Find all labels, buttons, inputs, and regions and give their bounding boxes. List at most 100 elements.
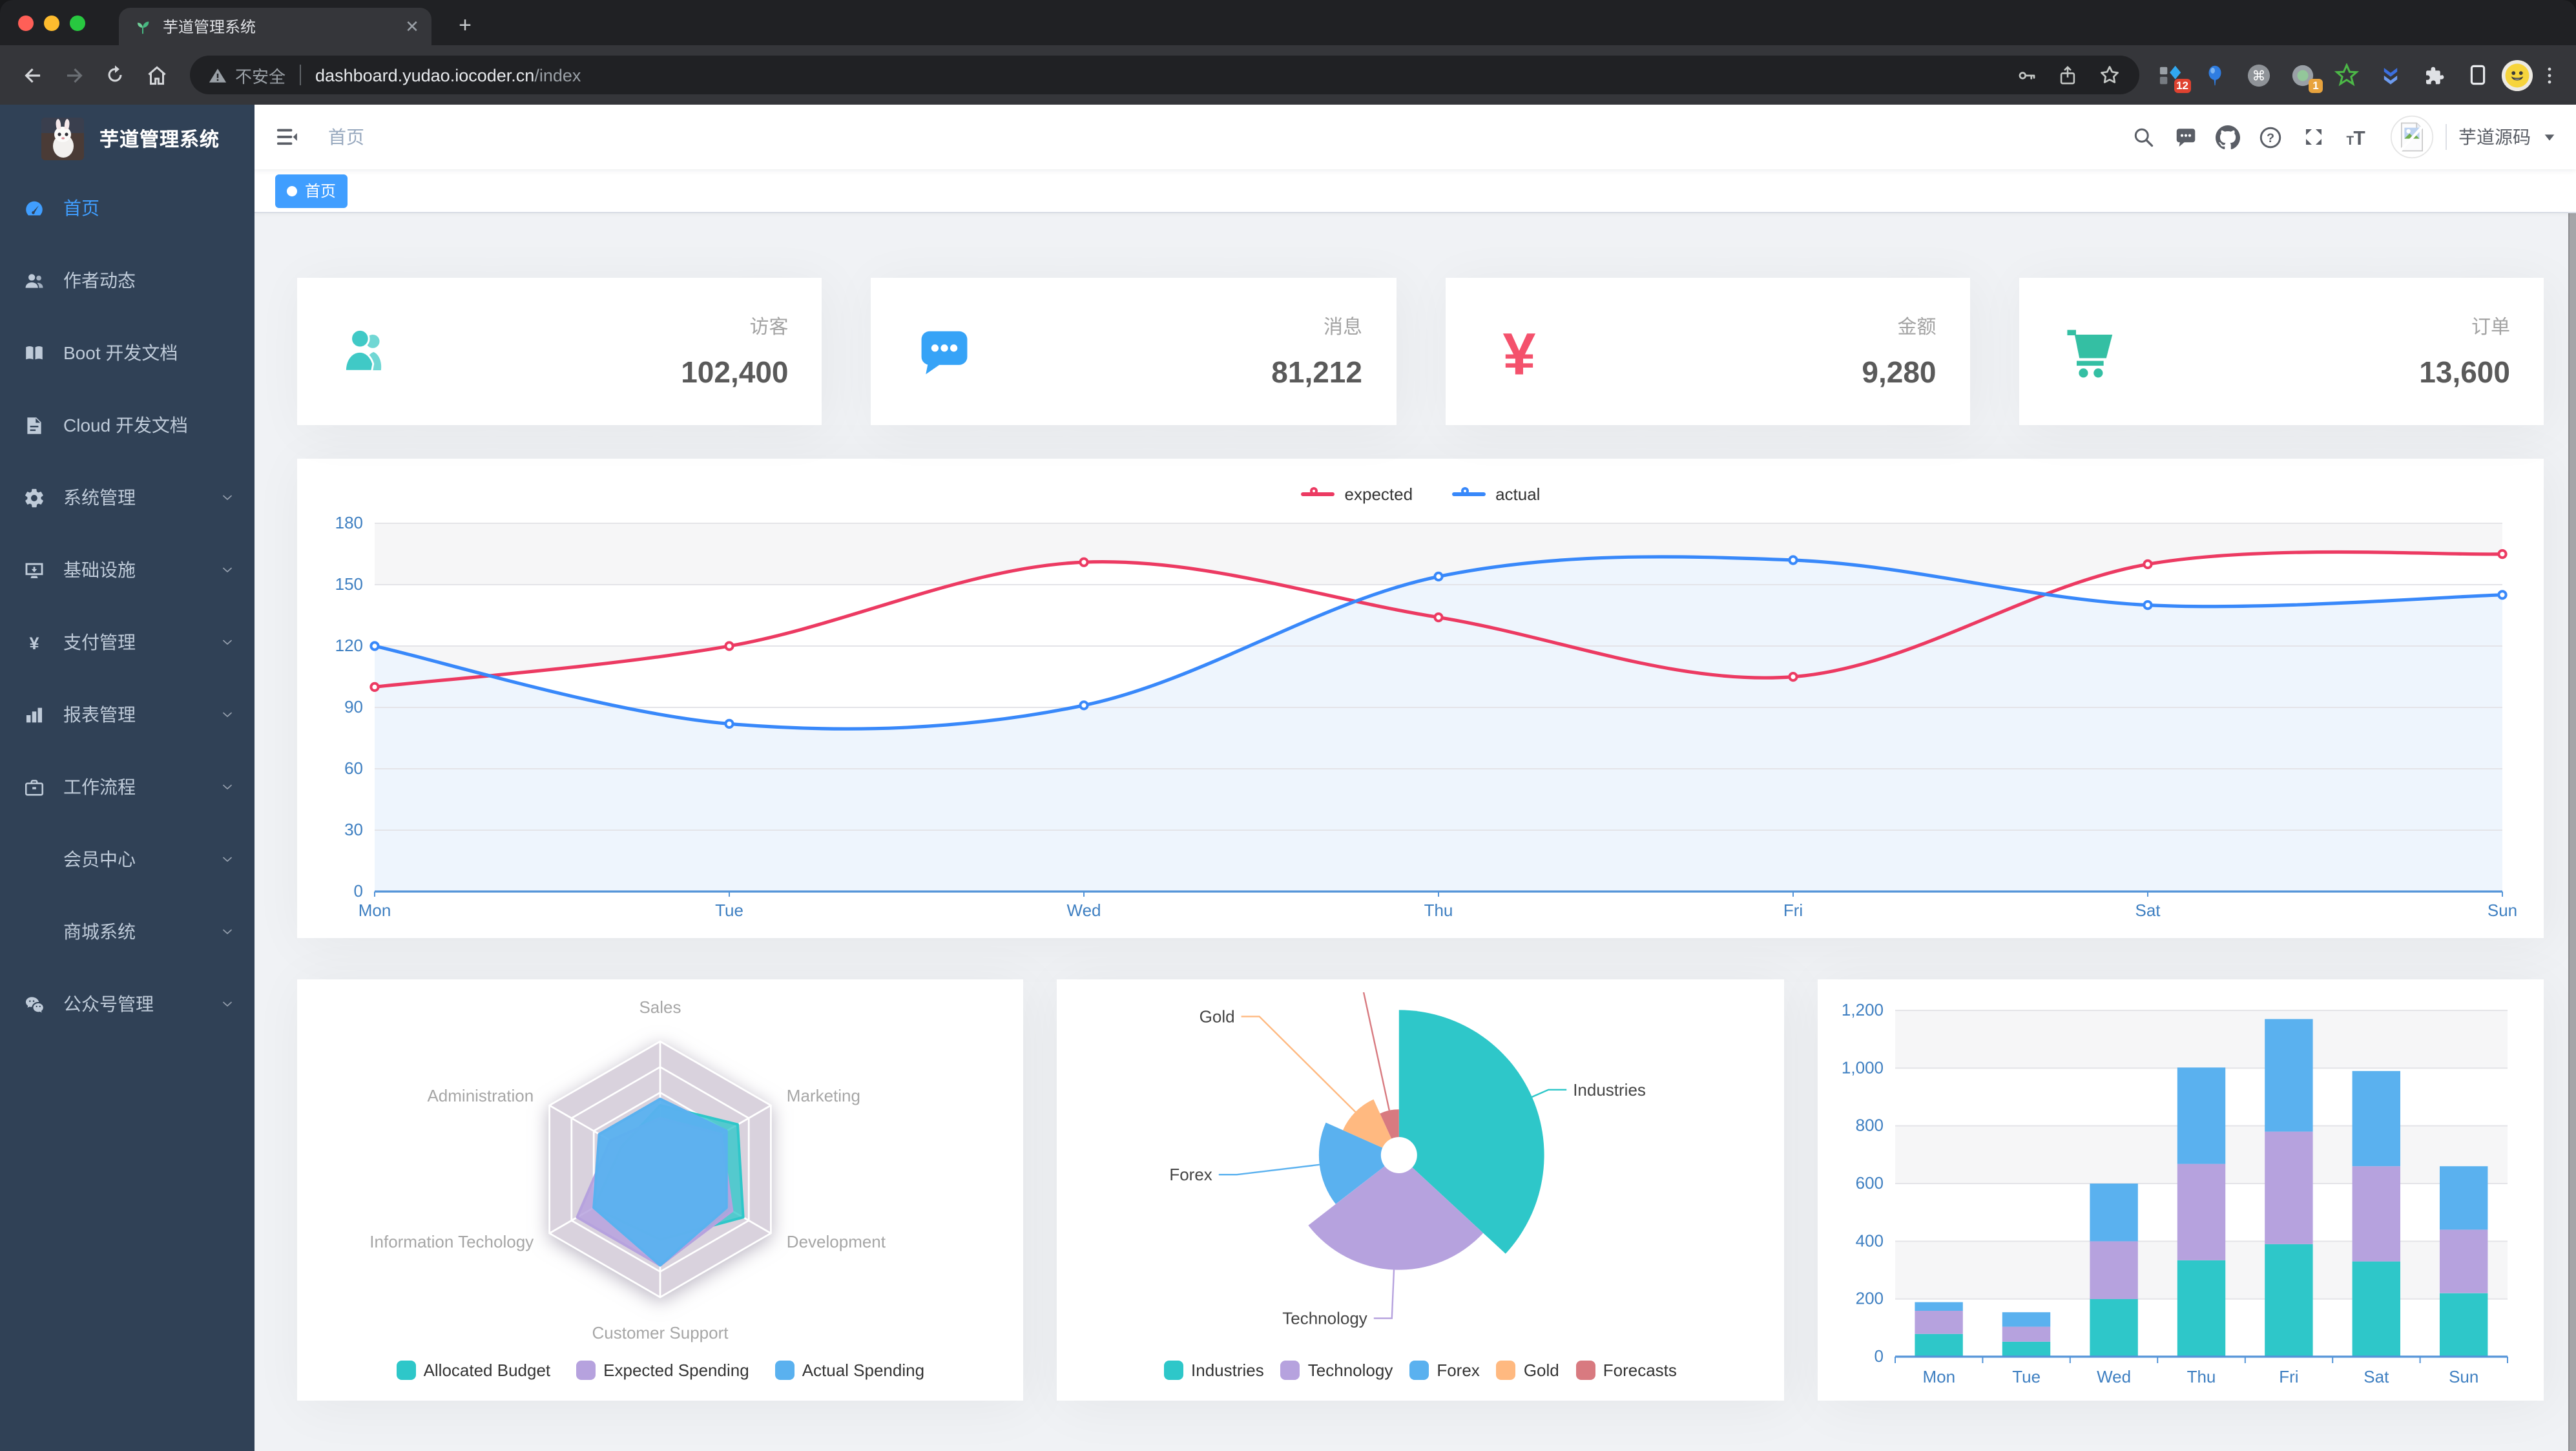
budget-radar-chart: Sales Marketing Development Customer Suppor… <box>313 992 1008 1346</box>
message-icon[interactable] <box>2164 111 2207 163</box>
bookmark-star-icon[interactable] <box>2098 63 2121 87</box>
sidebar-item-4[interactable]: 系统管理 <box>0 461 254 534</box>
close-window-button[interactable] <box>18 15 34 30</box>
svg-text:400: 400 <box>1855 1231 1883 1250</box>
sidebar-item-label: Boot 开发文档 <box>63 342 178 363</box>
zoom-window-button[interactable] <box>70 15 85 30</box>
stat-card-2[interactable]: ¥ 金额 9,280 <box>1445 278 1970 425</box>
address-bar[interactable]: 不安全 dashboard.yudao.iocoder.cn /index <box>190 56 2139 94</box>
share-icon[interactable] <box>2057 64 2079 86</box>
stat-card-0[interactable]: 访客 102,400 <box>297 278 822 425</box>
sidebar-item-8[interactable]: 工作流程 <box>0 751 254 823</box>
sidebar-item-2[interactable]: Boot 开发文档 <box>0 317 254 389</box>
forward-icon[interactable] <box>56 57 92 93</box>
svg-text:⌘: ⌘ <box>2252 68 2265 83</box>
stat-card-3[interactable]: 订单 13,600 <box>2019 278 2544 425</box>
password-key-icon[interactable] <box>2015 64 2037 86</box>
svg-text:120: 120 <box>335 636 363 655</box>
browser-tab[interactable]: 芋道管理系统 ✕ <box>119 8 431 45</box>
page-scrollbar[interactable] <box>2568 105 2576 1451</box>
home-icon[interactable] <box>138 57 174 93</box>
no-icon <box>23 921 45 943</box>
svg-text:Sat: Sat <box>2135 901 2161 920</box>
command-extension-icon[interactable]: ⌘ <box>2245 62 2271 88</box>
legend-swatch <box>1575 1360 1595 1379</box>
sidebar-item-9[interactable]: 会员中心 <box>0 823 254 895</box>
tab-title: 芋道管理系统 <box>163 18 256 36</box>
profile-avatar[interactable] <box>2501 59 2533 91</box>
legend-item-expected[interactable]: expected <box>1300 484 1413 503</box>
new-tab-button[interactable]: + <box>459 13 472 37</box>
sidebar-item-11[interactable]: 公众号管理 <box>0 968 254 1040</box>
svg-text:Sun: Sun <box>2448 1367 2478 1386</box>
legend-item-actual[interactable]: actual <box>1451 484 1540 503</box>
tab-close-icon[interactable]: ✕ <box>405 16 419 36</box>
sidebar-item-5[interactable]: 基础设施 <box>0 534 254 606</box>
window-traffic-lights[interactable] <box>18 15 85 30</box>
chevrons-extension-icon[interactable] <box>2377 62 2403 88</box>
fullscreen-icon[interactable] <box>2292 111 2334 163</box>
star-extension-icon[interactable] <box>2333 62 2359 88</box>
url-host[interactable]: dashboard.yudao.iocoder.cn <box>315 65 535 85</box>
sidebar-item-3[interactable]: Cloud 开发文档 <box>0 389 254 461</box>
weekly-trend-line-chart: 0 30 60 90 120 150 180 Mon Tue Wed Thu Fri Sat Sun <box>318 510 2523 925</box>
sidebar-item-1[interactable]: 作者动态 <box>0 244 254 317</box>
legend-line-marker <box>1451 486 1486 496</box>
sidebar-item-7[interactable]: 报表管理 <box>0 678 254 751</box>
legend-item[interactable]: Expected Spending <box>576 1360 749 1379</box>
no-icon <box>23 848 45 870</box>
svg-text:180: 180 <box>335 513 363 532</box>
legend-swatch <box>1280 1360 1300 1379</box>
github-icon[interactable] <box>2207 111 2249 163</box>
legend-item[interactable]: Allocated Budget <box>396 1360 550 1379</box>
sidebar-item-label: 作者动态 <box>63 270 136 291</box>
extension-badge: 12 <box>2174 78 2191 93</box>
legend-item[interactable]: Technology <box>1280 1360 1393 1379</box>
legend-item[interactable]: Forecasts <box>1575 1360 1677 1379</box>
sidebar-item-label: 报表管理 <box>63 704 136 725</box>
dashboard-icon <box>23 197 45 219</box>
browser-menu-icon[interactable] <box>2536 62 2562 88</box>
legend-line-marker <box>1300 486 1335 496</box>
breadcrumb[interactable]: 首页 <box>328 127 364 147</box>
svg-text:Mon: Mon <box>1922 1367 1955 1386</box>
help-icon[interactable]: ? <box>2249 111 2292 163</box>
balloon-extension-icon[interactable] <box>2201 62 2227 88</box>
legend-label: Forecasts <box>1603 1360 1677 1379</box>
sidebar-item-0[interactable]: 首页 <box>0 172 254 244</box>
radar-chart-panel: Sales Marketing Development Customer Suppor… <box>297 979 1024 1401</box>
puzzle-extensions-icon[interactable] <box>2421 62 2447 88</box>
browser-tab-bar: 芋道管理系统 ✕ + <box>0 0 2576 45</box>
url-path[interactable]: /index <box>534 65 581 85</box>
svg-text:Thu: Thu <box>2186 1367 2216 1386</box>
legend-item[interactable]: Actual Spending <box>774 1360 924 1379</box>
tab-manager-extension-icon[interactable]: 12 <box>2157 62 2191 93</box>
svg-text:Information Techology: Information Techology <box>369 1232 534 1251</box>
hamburger-icon[interactable] <box>274 111 318 163</box>
sidebar-item-10[interactable]: 商城系统 <box>0 895 254 968</box>
legend-item[interactable]: Industries <box>1164 1360 1264 1379</box>
stat-card-value: 13,600 <box>2419 355 2510 389</box>
stat-card-label: 订单 <box>2471 317 2510 339</box>
svg-text:30: 30 <box>344 820 363 839</box>
user-menu[interactable]: 芋道源码 <box>2390 115 2557 159</box>
legend-item[interactable]: Gold <box>1496 1360 1559 1379</box>
recorder-extension-icon[interactable]: 1 <box>2289 62 2323 93</box>
sidebar-logo[interactable]: 芋道管理系统 <box>0 105 254 172</box>
back-icon[interactable] <box>14 57 50 93</box>
device-frame-extension-icon[interactable] <box>2465 62 2491 88</box>
sidebar-item-6[interactable]: ¥ 支付管理 <box>0 606 254 678</box>
security-label[interactable]: 不安全 <box>235 67 286 86</box>
reload-icon[interactable] <box>97 57 133 93</box>
stat-card-1[interactable]: 消息 81,212 <box>871 278 1396 425</box>
svg-text:Development: Development <box>787 1232 886 1251</box>
svg-text:Fri: Fri <box>1783 901 1803 920</box>
tag-home[interactable]: 首页 <box>275 174 348 207</box>
minimize-window-button[interactable] <box>44 15 59 30</box>
legend-swatch <box>576 1360 596 1379</box>
legend-item[interactable]: Forex <box>1409 1360 1480 1379</box>
search-icon[interactable] <box>2121 111 2164 163</box>
